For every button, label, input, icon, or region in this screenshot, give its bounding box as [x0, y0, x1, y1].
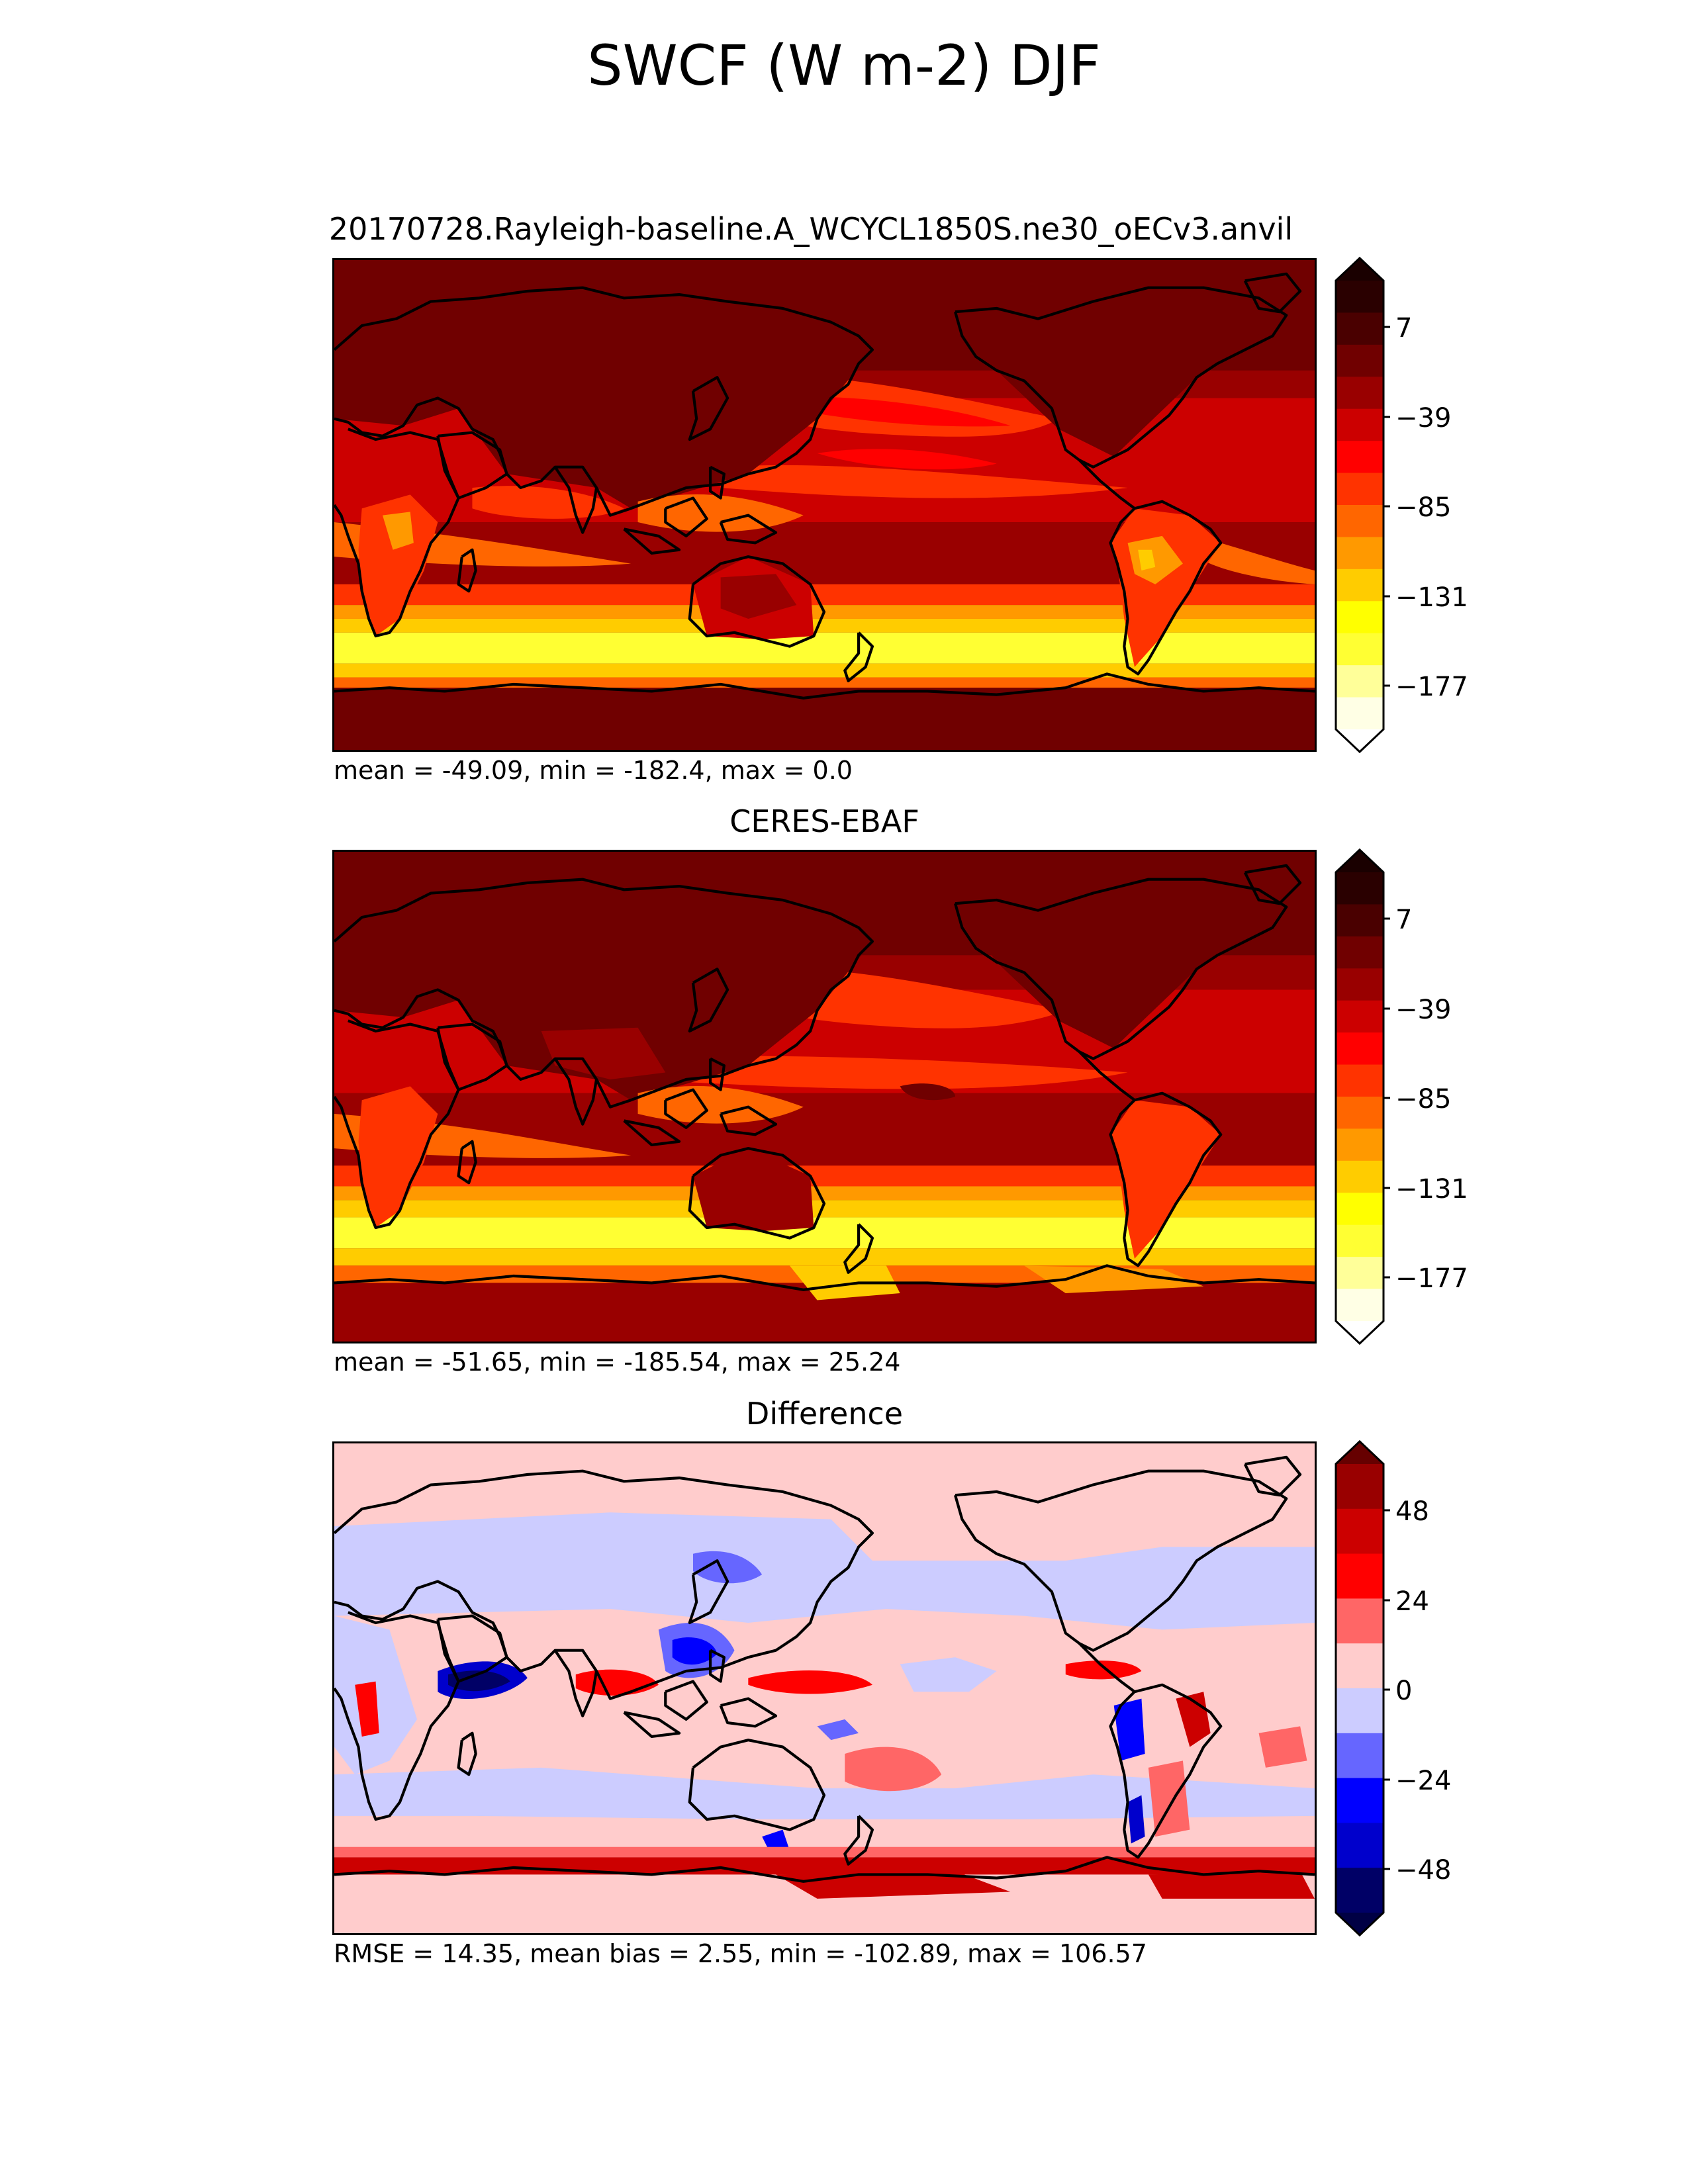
colorbar-segment	[1336, 1688, 1383, 1734]
colorbar-segment	[1336, 968, 1383, 1001]
colorbar-extend-max	[1336, 1441, 1383, 1464]
colorbar-segment	[1336, 1733, 1383, 1779]
colorbar-segment	[1336, 1128, 1383, 1161]
colorbar-ticklabel: −24	[1395, 1766, 1452, 1796]
colorbar-segment	[1336, 1032, 1383, 1066]
colorbar-segment	[1336, 312, 1383, 345]
panel-stats-model: mean = -49.09, min = -182.4, max = 0.0	[334, 756, 853, 785]
colorbar-segment	[1336, 1643, 1383, 1689]
panel-stats-diff: RMSE = 14.35, mean bias = 2.55, min = -1…	[334, 1939, 1147, 1968]
colorbar-segment	[1336, 569, 1383, 602]
colorbar-ticklabel: −39	[1395, 403, 1452, 433]
colorbar-ticklabel: 7	[1395, 905, 1413, 935]
colorbar-segment	[1336, 697, 1383, 730]
colorbar-segment	[1336, 1000, 1383, 1033]
colorbar-segment	[1336, 377, 1383, 410]
colorbar-segment	[1336, 473, 1383, 506]
colorbar-segment	[1336, 408, 1383, 441]
colorbar-segment	[1336, 1257, 1383, 1290]
colorbar-segment	[1336, 344, 1383, 377]
colorbar-extend-min	[1336, 1321, 1383, 1343]
map-panel-diff	[332, 1441, 1317, 1935]
colorbar-outline	[1335, 1439, 1385, 1937]
colorbar-segment	[1336, 537, 1383, 570]
panel-title-diff: Difference	[745, 1396, 904, 1432]
colorbar-segment	[1336, 904, 1383, 937]
colorbar-segment	[1336, 1823, 1383, 1868]
colorbar-segment	[1336, 633, 1383, 666]
panel-title-obs: CERES-EBAF	[729, 803, 919, 839]
colorbar-ticklabel: −85	[1395, 1084, 1452, 1115]
panel-stats-obs: mean = -51.65, min = -185.54, max = 25.2…	[334, 1347, 901, 1377]
colorbar-ticklabel: −131	[1395, 582, 1468, 613]
colorbar-segment	[1336, 601, 1383, 634]
colorbar-ticklabel: 24	[1395, 1586, 1429, 1617]
colorbar-segment	[1336, 1778, 1383, 1823]
colorbar-ticklabel: −85	[1395, 492, 1452, 523]
colorbar-extend-min	[1336, 1913, 1383, 1935]
colorbar-ticklabel: 48	[1395, 1496, 1429, 1527]
colorbar-segment	[1336, 1097, 1383, 1130]
colorbar-segment	[1336, 281, 1383, 314]
colorbar-ticklabel: 0	[1395, 1676, 1413, 1706]
colorbar-segment	[1336, 1598, 1383, 1644]
colorbar-ticklabel: −39	[1395, 995, 1452, 1025]
colorbar-segment	[1336, 1553, 1383, 1599]
colorbar-outline	[1335, 256, 1385, 754]
colorbar-segment	[1336, 936, 1383, 969]
colorbar-segment	[1336, 1868, 1383, 1913]
colorbar-segment	[1336, 1064, 1383, 1097]
colorbar-segment	[1336, 1508, 1383, 1555]
colorbar-segment	[1336, 1224, 1383, 1257]
colorbar-extend-max	[1336, 850, 1383, 872]
panel-title-model: 20170728.Rayleigh-baseline.A_WCYCL1850S.…	[328, 211, 1293, 247]
map-panel-obs	[332, 850, 1317, 1343]
colorbar-segment	[1336, 665, 1383, 698]
colorbar-extend-min	[1336, 729, 1383, 752]
colorbar-segment	[1336, 1160, 1383, 1193]
colorbar-outline	[1335, 848, 1385, 1345]
colorbar-segment	[1336, 1289, 1383, 1322]
colorbar-ticklabel: −177	[1395, 672, 1468, 702]
colorbar-obs	[1335, 848, 1390, 1345]
colorbar-ticklabel: −177	[1395, 1263, 1468, 1294]
colorbar-model	[1335, 256, 1390, 754]
colorbar-segment	[1336, 505, 1383, 538]
colorbar-extend-max	[1336, 258, 1383, 281]
colorbar-ticklabel: −48	[1395, 1855, 1452, 1886]
map-panel-model	[332, 258, 1317, 752]
figure-title: SWCF (W m-2) DJF	[587, 33, 1101, 98]
colorbar-ticklabel: 7	[1395, 313, 1413, 343]
colorbar-segment	[1336, 441, 1383, 474]
colorbar-segment	[1336, 1464, 1383, 1510]
colorbar-segment	[1336, 872, 1383, 905]
colorbar-ticklabel: −131	[1395, 1174, 1468, 1205]
colorbar-diff	[1335, 1439, 1390, 1937]
colorbar-segment	[1336, 1193, 1383, 1226]
